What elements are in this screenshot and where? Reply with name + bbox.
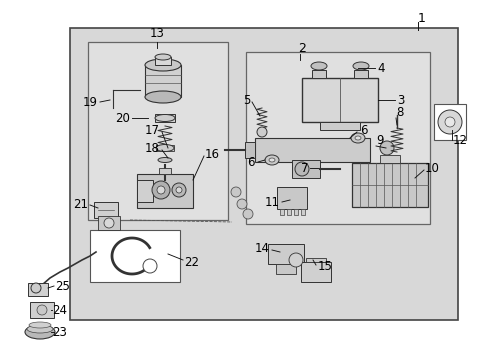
Ellipse shape xyxy=(27,325,53,333)
Bar xyxy=(319,122,359,130)
Bar xyxy=(137,180,153,202)
Bar xyxy=(137,174,193,208)
Bar xyxy=(433,104,465,140)
Bar xyxy=(276,187,306,209)
Circle shape xyxy=(379,141,393,155)
Text: 5: 5 xyxy=(242,94,249,107)
Bar xyxy=(302,78,377,122)
Text: 1: 1 xyxy=(417,12,425,25)
Ellipse shape xyxy=(268,158,274,162)
Text: 11: 11 xyxy=(264,195,280,208)
Bar xyxy=(70,28,457,320)
Ellipse shape xyxy=(156,144,174,152)
Text: 12: 12 xyxy=(452,134,467,147)
Text: 23: 23 xyxy=(52,325,67,338)
Ellipse shape xyxy=(350,133,364,143)
Bar xyxy=(291,160,319,178)
Bar xyxy=(301,262,330,282)
Text: 6: 6 xyxy=(247,156,254,168)
Text: 13: 13 xyxy=(149,27,164,40)
Bar xyxy=(245,52,429,224)
Circle shape xyxy=(104,218,114,228)
Ellipse shape xyxy=(155,114,175,122)
Bar xyxy=(156,145,174,151)
Text: 17: 17 xyxy=(145,123,160,136)
Ellipse shape xyxy=(158,158,172,162)
Bar xyxy=(353,70,367,78)
Text: 8: 8 xyxy=(395,105,403,118)
Bar xyxy=(244,142,254,158)
Text: 16: 16 xyxy=(204,148,220,161)
Bar xyxy=(351,163,427,207)
Bar xyxy=(90,230,180,282)
Circle shape xyxy=(230,187,241,197)
Circle shape xyxy=(288,253,303,267)
Circle shape xyxy=(172,183,185,197)
Text: 9: 9 xyxy=(375,134,383,147)
Bar xyxy=(275,264,295,274)
Circle shape xyxy=(237,199,246,209)
Circle shape xyxy=(176,187,182,193)
Bar xyxy=(286,209,290,215)
Circle shape xyxy=(152,181,170,199)
Circle shape xyxy=(444,117,454,127)
Text: 6: 6 xyxy=(359,123,367,136)
Text: 7: 7 xyxy=(300,162,307,175)
Bar xyxy=(98,216,120,230)
Ellipse shape xyxy=(145,59,181,71)
Ellipse shape xyxy=(25,325,55,339)
Text: 2: 2 xyxy=(297,41,305,54)
Bar xyxy=(254,138,369,162)
Bar xyxy=(311,70,325,78)
Circle shape xyxy=(142,259,157,273)
Bar xyxy=(379,155,399,163)
Text: 19: 19 xyxy=(83,95,98,108)
Bar xyxy=(301,209,305,215)
Ellipse shape xyxy=(352,62,368,70)
Bar xyxy=(94,202,118,218)
Bar xyxy=(267,244,304,264)
Bar xyxy=(305,258,325,262)
Text: 3: 3 xyxy=(396,94,404,107)
Text: 25: 25 xyxy=(55,279,70,292)
Bar xyxy=(28,283,48,296)
Text: 14: 14 xyxy=(254,242,269,255)
Bar xyxy=(88,42,227,220)
Text: 15: 15 xyxy=(317,260,332,273)
Circle shape xyxy=(243,209,252,219)
Bar xyxy=(145,65,181,97)
Bar xyxy=(159,168,171,174)
Ellipse shape xyxy=(310,62,326,70)
Circle shape xyxy=(294,162,308,176)
Bar xyxy=(293,209,297,215)
Ellipse shape xyxy=(155,54,171,60)
Text: 21: 21 xyxy=(73,198,88,211)
Circle shape xyxy=(257,127,266,137)
Bar xyxy=(155,57,171,65)
Circle shape xyxy=(157,186,164,194)
Ellipse shape xyxy=(145,91,181,103)
Text: 10: 10 xyxy=(424,162,439,175)
Text: 4: 4 xyxy=(376,62,384,75)
Text: 20: 20 xyxy=(115,112,130,125)
Bar xyxy=(30,302,54,318)
Ellipse shape xyxy=(29,322,51,328)
Bar xyxy=(280,209,284,215)
Text: 22: 22 xyxy=(183,256,199,269)
Circle shape xyxy=(37,305,47,315)
Ellipse shape xyxy=(354,136,360,140)
Ellipse shape xyxy=(264,155,279,165)
Circle shape xyxy=(31,283,41,293)
Bar xyxy=(155,114,175,122)
Circle shape xyxy=(437,110,461,134)
Text: 18: 18 xyxy=(145,141,160,154)
Text: 24: 24 xyxy=(52,303,67,316)
